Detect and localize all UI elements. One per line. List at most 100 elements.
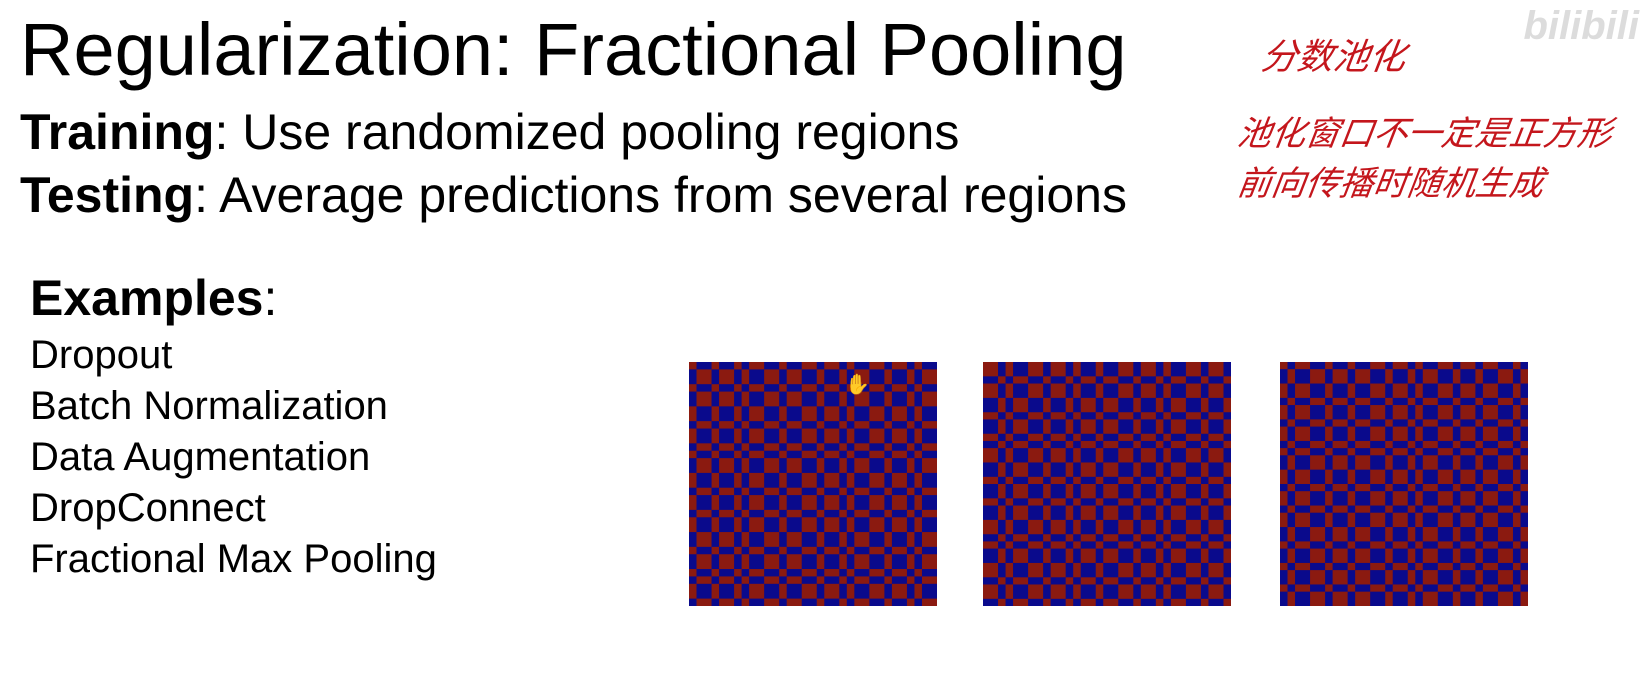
grid-cell — [1407, 527, 1416, 542]
grid-cell — [779, 443, 788, 452]
grid-cell — [711, 554, 720, 570]
grid-cell — [1452, 584, 1461, 593]
grid-cell — [1325, 448, 1334, 456]
grid-cell — [1140, 376, 1157, 385]
grid-cell — [884, 472, 893, 489]
grid-cell — [1080, 419, 1097, 435]
grid-cell — [1460, 440, 1476, 449]
grid-cell — [1200, 440, 1209, 449]
grid-cell — [801, 428, 818, 444]
grid-cell — [906, 369, 915, 385]
grid-cell — [1370, 548, 1386, 564]
grid-cell — [711, 576, 720, 585]
grid-cell — [1422, 548, 1439, 564]
grid-cell — [1415, 541, 1424, 550]
grid-cell — [1185, 462, 1202, 478]
grid-cell — [1163, 562, 1172, 578]
grid-cell — [1347, 397, 1356, 406]
grid-cell — [1163, 548, 1172, 564]
grid-cell — [1170, 598, 1187, 606]
grid-cell — [846, 532, 855, 548]
grid-cell — [696, 443, 713, 452]
grid-cell — [906, 598, 915, 606]
grid-cell — [839, 362, 848, 370]
grid-cell — [1208, 548, 1224, 564]
grid-cell — [1370, 541, 1386, 550]
grid-cell — [1437, 512, 1454, 528]
grid-cell — [854, 509, 870, 518]
grid-cell — [1392, 469, 1409, 485]
grid-cell — [1437, 548, 1454, 564]
grid-cell — [1013, 498, 1029, 507]
grid-cell — [1460, 448, 1476, 456]
grid-cell — [1200, 397, 1209, 413]
grid-cell — [1185, 584, 1202, 600]
grid-cell — [1310, 541, 1326, 550]
grid-cell — [1073, 584, 1082, 600]
grid-cell — [1512, 419, 1521, 428]
grid-cell — [1170, 412, 1187, 420]
grid-cell — [1310, 455, 1326, 471]
grid-cell — [696, 369, 713, 385]
grid-cell — [749, 421, 765, 430]
grid-cell — [1208, 476, 1224, 485]
grid-cell — [1347, 570, 1356, 585]
grid-cell — [1512, 397, 1521, 406]
grid-cell — [1073, 519, 1082, 535]
grid-cell — [1200, 498, 1209, 507]
grid-cell — [1512, 491, 1521, 507]
grid-cell — [1223, 419, 1231, 435]
grid-cell — [1140, 548, 1157, 564]
grid-cell — [846, 517, 855, 533]
grid-cell — [906, 391, 915, 407]
grid-cell — [1332, 383, 1349, 399]
grid-cell — [1163, 498, 1172, 507]
grid-cell — [741, 391, 750, 407]
grid-cell — [1005, 498, 1014, 507]
grid-cell — [1520, 426, 1528, 442]
grid-cell — [1200, 534, 1209, 542]
grid-cell — [734, 406, 743, 422]
grid-cell — [1208, 577, 1224, 585]
grid-cell — [1497, 419, 1514, 428]
grid-cell — [1370, 562, 1386, 571]
grid-cell — [1095, 476, 1104, 485]
grid-cell — [1280, 512, 1289, 528]
grid-cell — [786, 546, 803, 555]
grid-cell — [884, 406, 893, 422]
grid-cell — [1140, 505, 1157, 521]
grid-cell — [1028, 519, 1044, 535]
grid-cell — [1013, 548, 1029, 564]
grid-cell — [1005, 598, 1014, 606]
grid-cell — [1013, 419, 1029, 435]
grid-cell — [839, 450, 848, 459]
grid-cell — [816, 509, 825, 518]
grid-cell — [1095, 383, 1104, 399]
grid-cell — [1080, 383, 1097, 399]
grid-cell — [1013, 412, 1029, 420]
grid-cell — [711, 546, 720, 555]
grid-cell — [764, 391, 780, 407]
grid-cell — [719, 509, 735, 518]
grid-cell — [1497, 527, 1514, 542]
grid-cell — [854, 495, 870, 511]
training-text: : Use randomized pooling regions — [214, 104, 960, 160]
grid-cell — [1185, 519, 1202, 535]
grid-cell — [906, 576, 915, 585]
grid-cell — [801, 546, 818, 555]
grid-cell — [1103, 519, 1119, 535]
grid-cell — [1385, 491, 1394, 507]
grid-cell — [1170, 462, 1187, 478]
grid-cell — [801, 384, 818, 393]
grid-cell — [824, 450, 840, 459]
grid-cell — [1013, 433, 1029, 442]
grid-cell — [689, 384, 698, 393]
grid-cell — [1460, 484, 1476, 492]
grid-cell — [1482, 369, 1499, 385]
grid-cell — [1295, 369, 1311, 385]
grid-cell — [1163, 362, 1172, 377]
grid-cell — [719, 391, 735, 407]
grid-cell — [854, 458, 870, 474]
grid-cell — [801, 554, 818, 570]
grid-cell — [998, 433, 1007, 442]
